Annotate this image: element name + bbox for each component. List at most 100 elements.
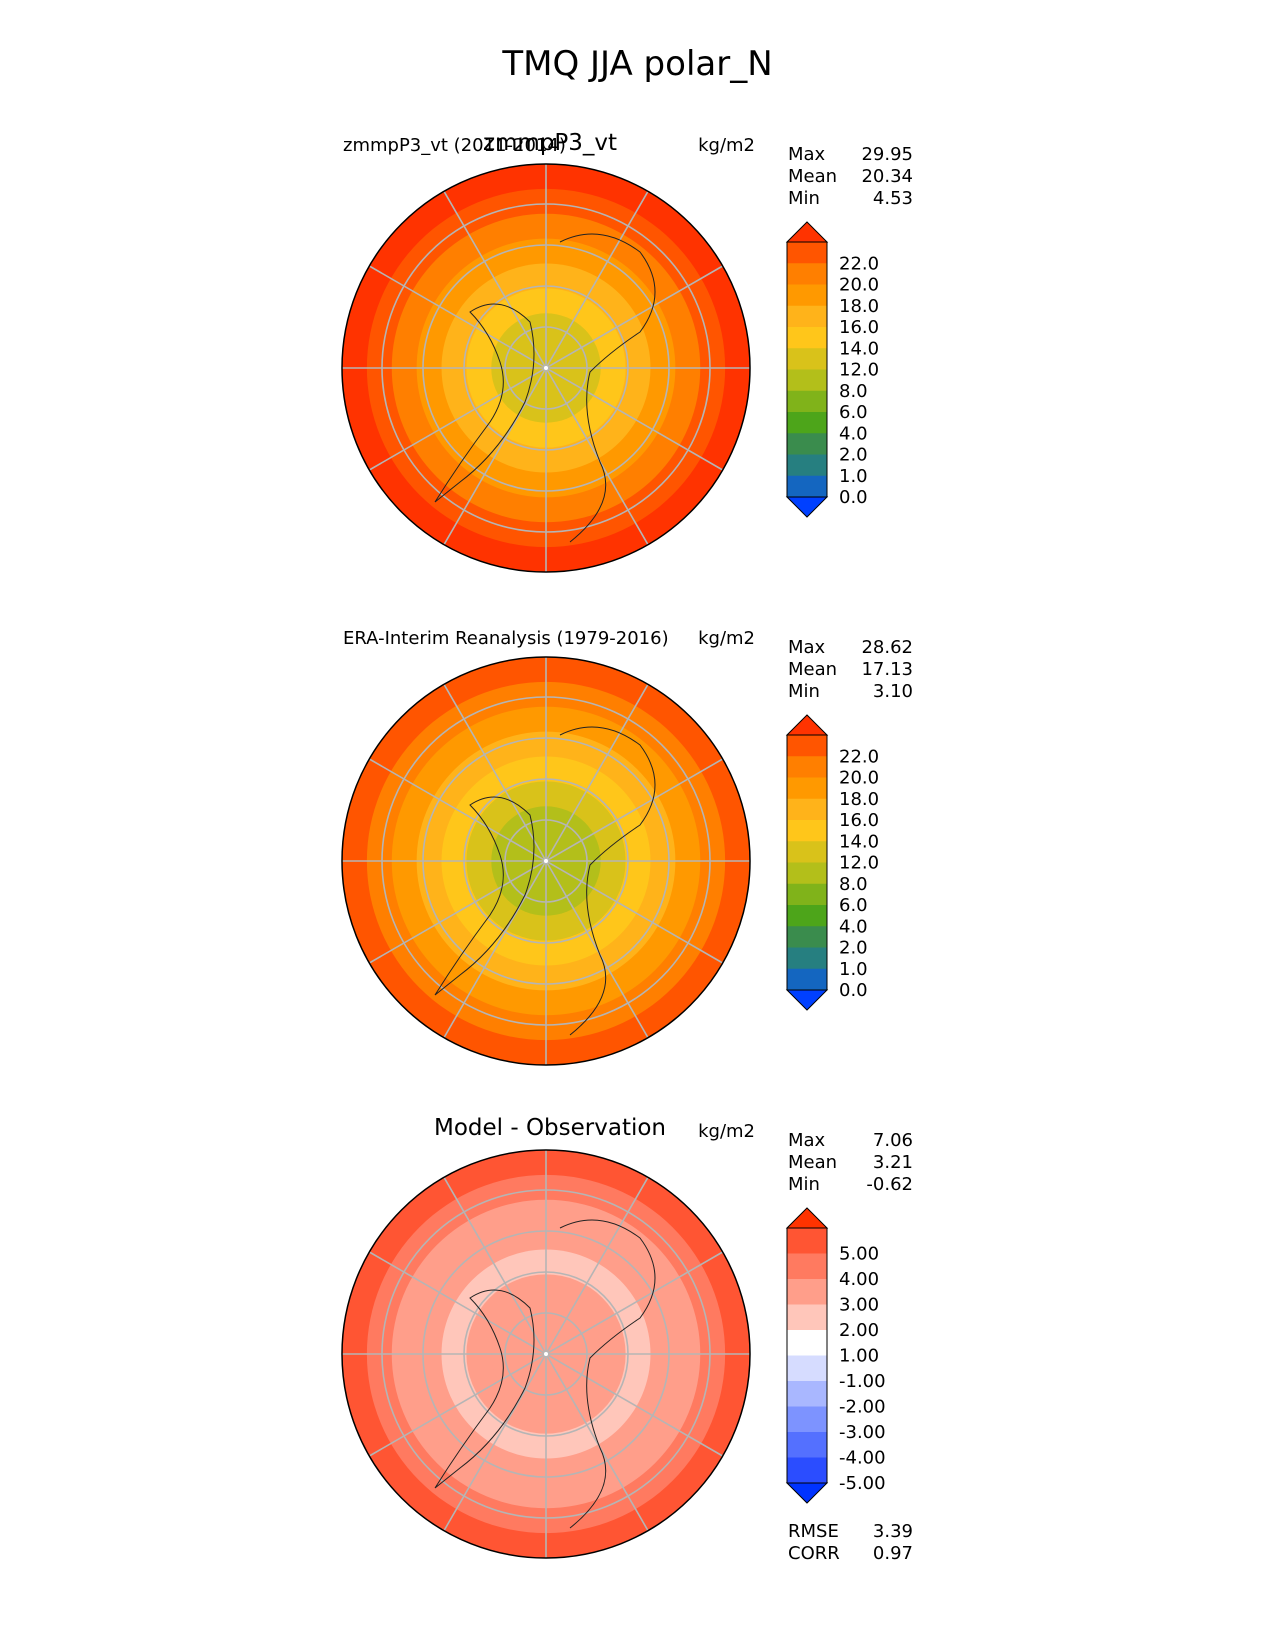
stat-rmse: RMSE 3.39 xyxy=(788,1521,913,1543)
colorbar-extend-bottom xyxy=(785,989,829,1011)
panel-2-polar-map xyxy=(341,656,751,1066)
panel-2-left-title: ERA-Interim Reanalysis (1979-2016) xyxy=(343,628,669,649)
panel-1-polar-map xyxy=(341,163,751,573)
colorbar-tick-label: 22.0 xyxy=(839,253,879,274)
panel-3-extra-stats: RMSE 3.39 CORR 0.97 xyxy=(788,1521,913,1565)
colorbar-segment xyxy=(787,735,827,757)
colorbar-segment xyxy=(787,327,827,349)
colorbar-segment xyxy=(787,433,827,455)
stat-value: 20.34 xyxy=(861,166,913,187)
figure-title: TMQ JJA polar_N xyxy=(502,44,773,84)
colorbar-tick-label: -3.00 xyxy=(839,1422,886,1443)
colorbar-extend-bottom xyxy=(785,1482,829,1504)
coastline xyxy=(434,1289,535,1489)
colorbar-extend-top xyxy=(785,1207,829,1229)
colorbar-tick-label: 20.0 xyxy=(839,275,879,296)
stat-label: Min xyxy=(788,188,820,209)
colorbar-tick-label: 5.00 xyxy=(839,1244,879,1265)
colorbar-segment xyxy=(787,883,827,906)
colorbar-tick-label: 18.0 xyxy=(839,296,879,317)
panel-1-colorbar: 22.020.018.016.014.012.08.06.04.02.01.00… xyxy=(785,221,879,518)
colorbar-segment xyxy=(787,475,827,498)
colorbar-segment xyxy=(787,390,827,413)
colorbar-tick-label: 3.00 xyxy=(839,1295,879,1316)
colorbar-segment xyxy=(787,968,827,991)
stat-label: Max xyxy=(788,1130,826,1151)
colorbar-segment xyxy=(787,798,827,821)
panel-3-center-title: Model - Observation xyxy=(433,1115,667,1141)
colorbar-tick-label: 14.0 xyxy=(839,831,879,852)
stat-value: 4.53 xyxy=(872,188,913,209)
colorbar-tick-label: 12.0 xyxy=(839,853,879,874)
pole-marker xyxy=(544,366,548,370)
stat-mean: Mean 17.13 xyxy=(788,659,913,681)
colorbar-segment xyxy=(787,841,827,863)
stat-value: 29.95 xyxy=(861,144,913,165)
colorbar-segment xyxy=(787,777,827,800)
pole-marker xyxy=(544,859,548,863)
stat-value: 3.10 xyxy=(872,681,913,702)
colorbar-segment xyxy=(787,1457,827,1484)
colorbar-frame xyxy=(786,1227,828,1484)
stat-corr: CORR 0.97 xyxy=(788,1543,913,1565)
stat-value: -0.62 xyxy=(866,1174,913,1195)
colorbar-segment xyxy=(787,412,827,434)
colorbar-segment xyxy=(787,242,827,264)
colorbar-tick-label: -4.00 xyxy=(839,1448,886,1469)
colorbar-tick-label: 14.0 xyxy=(839,338,879,359)
colorbar-segment xyxy=(787,305,827,328)
panel-1-left-title: zmmpP3_vt (2011-2014) xyxy=(343,135,566,156)
colorbar-segment xyxy=(787,348,827,370)
panel-3-colorbar: 5.00 4.00 3.00 2.00 1.00 -1.00 -2.00 -3.00 -4.00… xyxy=(785,1207,886,1504)
stat-max: Max 7.06 xyxy=(788,1130,913,1152)
colorbar-tick-label: 1.0 xyxy=(839,959,868,980)
stat-value: 0.97 xyxy=(872,1543,913,1564)
stat-min: Min -0.62 xyxy=(788,1174,913,1196)
colorbar-segment xyxy=(787,369,827,392)
colorbar-segment xyxy=(787,1253,827,1280)
colorbar-frame xyxy=(786,241,828,498)
panel-3-stats: Max 7.06 Mean 3.21 Min -0.62 xyxy=(788,1130,913,1196)
coastline xyxy=(434,303,535,503)
colorbar-tick-label: 8.0 xyxy=(839,381,868,402)
colorbar-tick-label: 6.0 xyxy=(839,402,868,423)
colorbar-tick-label: 0.0 xyxy=(839,980,868,1001)
colorbar-tick-label: 8.0 xyxy=(839,874,868,895)
stat-min: Min 3.10 xyxy=(788,681,913,703)
colorbar-tick-label: -2.00 xyxy=(839,1397,886,1418)
colorbar-tick-label: 4.0 xyxy=(839,916,868,937)
panel-3-polar-map xyxy=(341,1149,751,1559)
colorbar-segment xyxy=(787,1355,827,1382)
panel-1-stats: Max 29.95 Mean 20.34 Min 4.53 xyxy=(788,144,913,210)
colorbar-tick-label: 2.0 xyxy=(839,938,868,959)
colorbar-segment xyxy=(787,1406,827,1433)
colorbar-segment xyxy=(787,947,827,970)
panel-2-colorbar: 22.020.018.016.014.012.08.06.04.02.01.00… xyxy=(785,714,879,1011)
colorbar-segment xyxy=(787,1381,827,1407)
colorbar-tick-label: 1.0 xyxy=(839,466,868,487)
colorbar-tick-label: -1.00 xyxy=(839,1371,886,1392)
colorbar-tick-label: 18.0 xyxy=(839,789,879,810)
colorbar-segment xyxy=(787,905,827,927)
stat-max: Max 28.62 xyxy=(788,637,913,659)
panel-1-units: kg/m2 xyxy=(698,135,755,156)
coastline xyxy=(559,1219,656,1529)
stat-label: Max xyxy=(788,144,826,165)
colorbar-segment xyxy=(787,263,827,285)
colorbar-segment xyxy=(787,284,827,307)
colorbar-segment xyxy=(787,862,827,885)
coastline xyxy=(559,233,656,543)
map-boundary xyxy=(341,163,751,573)
colorbar-tick-label: 20.0 xyxy=(839,768,879,789)
colorbar-tick-label: 6.0 xyxy=(839,895,868,916)
map-boundary xyxy=(341,656,751,1066)
colorbar-tick-label: 4.0 xyxy=(839,423,868,444)
colorbar-segment xyxy=(787,756,827,778)
panel-1-center-title: zmmpP3_vt xyxy=(482,130,618,156)
map-boundary xyxy=(341,1149,751,1559)
colorbar-tick-label: -5.00 xyxy=(839,1473,886,1494)
colorbar-frame xyxy=(786,734,828,991)
stat-value: 28.62 xyxy=(861,637,913,658)
colorbar-tick-label: 22.0 xyxy=(839,746,879,767)
panel-2-units: kg/m2 xyxy=(698,628,755,649)
